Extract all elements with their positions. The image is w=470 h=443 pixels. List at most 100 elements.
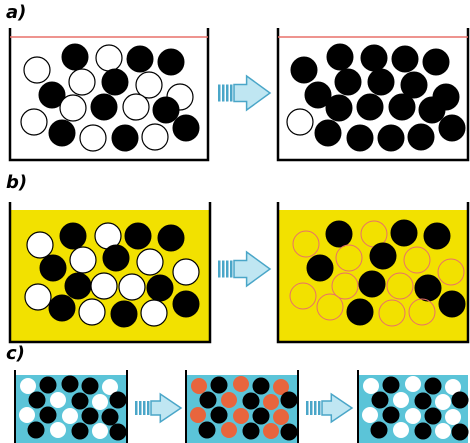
particle-black	[280, 391, 298, 409]
particle-white	[286, 108, 314, 136]
label-a: a)	[6, 2, 27, 23]
particle-black	[172, 290, 200, 318]
particle-black	[414, 274, 442, 302]
particle-black	[325, 94, 353, 122]
particle-black	[38, 81, 66, 109]
particle-black	[242, 392, 260, 410]
particle-black	[59, 222, 87, 250]
particle-black	[90, 93, 118, 121]
particle-dissolved	[335, 244, 363, 272]
particle-dissolved	[378, 299, 406, 327]
particle-black	[101, 408, 119, 426]
container-outline	[8, 202, 212, 344]
particle-white	[62, 408, 78, 424]
particle-black	[27, 421, 45, 439]
particle-black	[48, 294, 76, 322]
particle-white	[363, 378, 379, 394]
particle-white	[102, 379, 118, 395]
container-outline	[8, 28, 210, 162]
particle-white	[92, 423, 108, 439]
particle-white	[59, 94, 87, 122]
particle-black	[367, 68, 395, 96]
particle-white	[78, 298, 106, 326]
particle-black	[71, 392, 89, 410]
particle-white	[90, 272, 118, 300]
particle-white	[50, 422, 66, 438]
right-arrow-icon	[135, 392, 183, 424]
particle-black	[304, 81, 332, 109]
container-outline	[185, 370, 299, 443]
particle-white	[172, 258, 200, 286]
particle-black	[280, 423, 298, 441]
particle-black	[326, 43, 354, 71]
particle-black	[61, 43, 89, 71]
particle-white	[118, 273, 146, 301]
particle-black	[356, 93, 384, 121]
particle-white	[24, 283, 52, 311]
particle-white	[405, 376, 421, 392]
particle-black	[252, 377, 270, 395]
particle-black	[28, 391, 46, 409]
particle-black	[39, 406, 57, 424]
particle-black	[172, 114, 200, 142]
particle-black	[252, 407, 270, 425]
particle-black	[424, 377, 442, 395]
particle-white	[19, 407, 35, 423]
particle-dissolved	[386, 272, 414, 300]
particle-black	[382, 376, 400, 394]
particle-black	[109, 391, 127, 409]
particle-white	[435, 423, 451, 439]
particle-black	[198, 421, 216, 439]
container-a-initial	[8, 28, 210, 162]
particle-dissolved	[316, 293, 344, 321]
particle-dissolved	[331, 272, 359, 300]
particle-black	[48, 119, 76, 147]
particle-white	[122, 93, 150, 121]
particle-orange	[233, 408, 249, 424]
particle-orange	[233, 376, 249, 392]
right-arrow-icon	[218, 74, 272, 112]
particle-dissolved	[437, 258, 465, 286]
particle-black	[438, 114, 466, 142]
particle-black	[146, 274, 174, 302]
particle-black	[390, 219, 418, 247]
particle-white	[435, 394, 451, 410]
particle-white	[445, 379, 461, 395]
particle-dissolved	[403, 246, 431, 274]
particle-white	[23, 56, 51, 84]
particle-black	[111, 124, 139, 152]
particle-white	[50, 392, 66, 408]
particle-black	[61, 375, 79, 393]
particle-white	[140, 299, 168, 327]
particle-black	[210, 406, 228, 424]
particle-black	[382, 406, 400, 424]
particle-black	[39, 254, 67, 282]
particle-black	[110, 300, 138, 328]
particle-black	[290, 56, 318, 84]
particle-black	[346, 124, 374, 152]
particle-white	[26, 231, 54, 259]
particle-black	[157, 48, 185, 76]
particle-white	[20, 378, 36, 394]
particle-black	[422, 48, 450, 76]
particle-black	[369, 242, 397, 270]
particle-black	[101, 68, 129, 96]
particle-white	[405, 408, 421, 424]
particle-black	[109, 423, 127, 441]
particle-black	[407, 123, 435, 151]
particle-black	[334, 68, 362, 96]
particle-black	[210, 376, 228, 394]
particle-white	[69, 246, 97, 274]
particle-black	[418, 96, 446, 124]
particle-orange	[221, 422, 237, 438]
right-arrow-icon	[218, 250, 272, 288]
particle-white	[135, 71, 163, 99]
label-c: c)	[6, 343, 25, 364]
particle-orange	[263, 423, 279, 439]
container-outline	[276, 28, 470, 162]
particle-white	[20, 108, 48, 136]
particle-white	[79, 124, 107, 152]
particle-black	[126, 45, 154, 73]
label-b: b)	[6, 172, 28, 193]
particle-black	[157, 224, 185, 252]
